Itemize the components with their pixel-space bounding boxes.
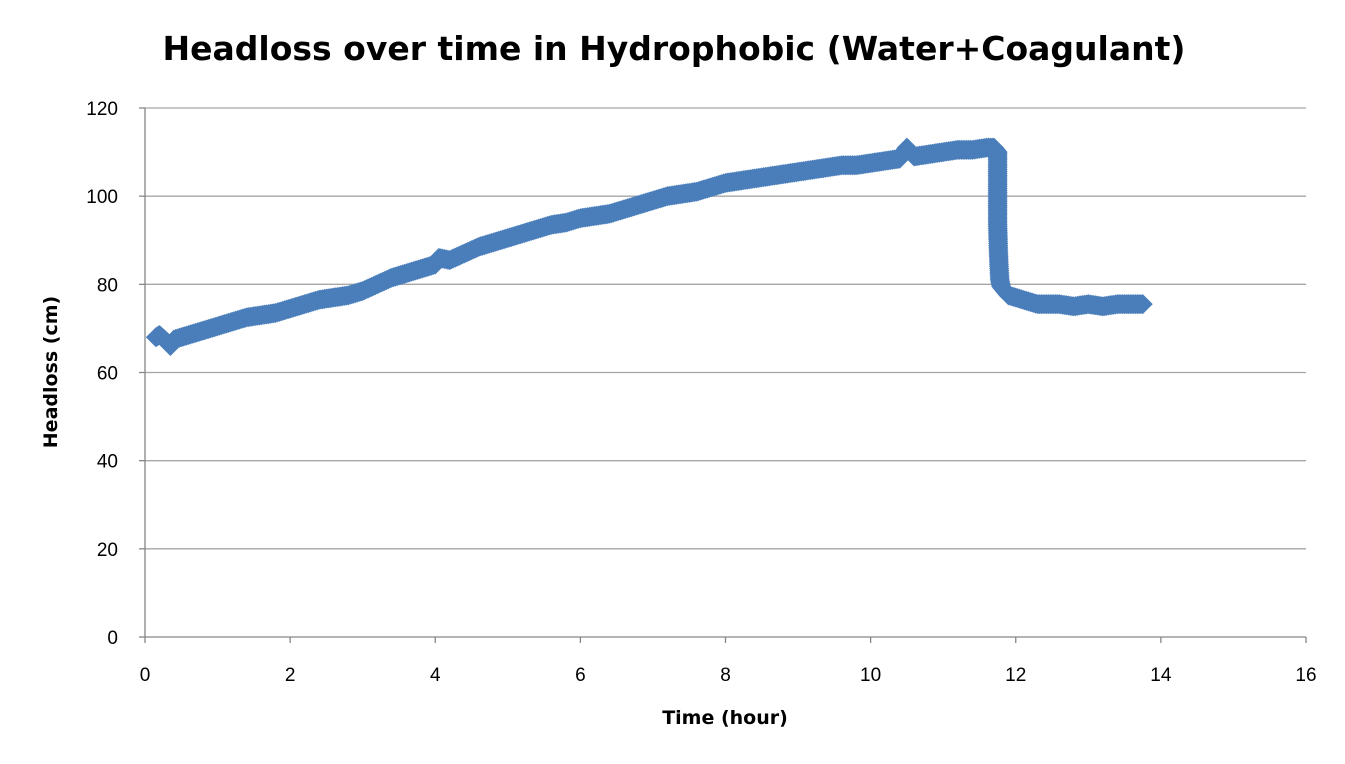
gridlines [145,107,1306,550]
y-tick-label: 100 [86,187,118,208]
y-tick-label: 0 [107,628,118,649]
data-point [1132,294,1153,315]
axes [139,107,1307,643]
data-series [145,137,1153,357]
chart-title: Headloss over time in Hydrophobic (Water… [163,29,1186,68]
tick-labels: 0 20 40 60 80 100 120 0 2 4 6 8 10 12 14 16 [86,99,1316,686]
x-tick-label: 10 [860,665,881,686]
x-tick-label: 2 [285,665,296,686]
y-tick-label: 20 [97,540,118,561]
y-tick-label: 80 [97,275,118,296]
x-tick-label: 8 [720,665,731,686]
y-tick-label: 60 [97,364,118,385]
x-tick-label: 14 [1150,665,1172,686]
x-tick-label: 12 [1005,665,1026,686]
y-axis-label: Headloss (cm) [40,296,62,448]
x-tick-label: 6 [575,665,586,686]
y-tick-label: 40 [97,452,118,473]
x-tick-label: 16 [1295,665,1316,686]
x-axis-label: Time (hour) [662,707,788,729]
x-tick-label: 0 [140,665,151,686]
y-tick-label: 120 [86,99,118,120]
x-tick-label: 4 [430,665,441,686]
